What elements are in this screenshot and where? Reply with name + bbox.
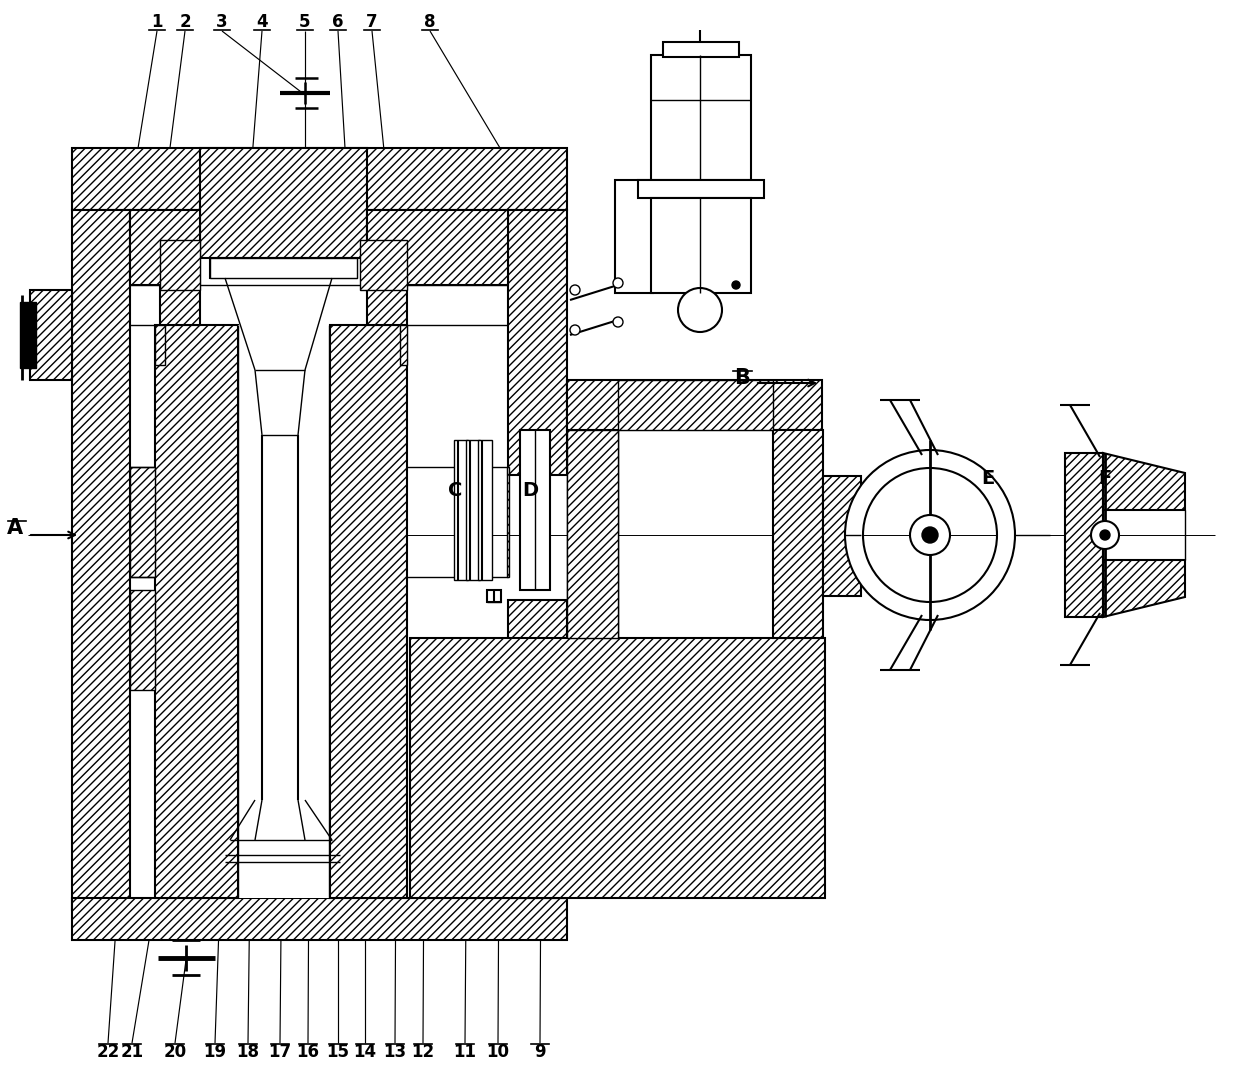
Text: 1: 1 (151, 13, 162, 31)
Polygon shape (130, 467, 155, 577)
Wedge shape (844, 450, 1016, 620)
Text: 3: 3 (216, 13, 228, 31)
Bar (615, 180, 653, 293)
Polygon shape (401, 325, 407, 366)
Polygon shape (210, 258, 357, 278)
Polygon shape (360, 240, 407, 290)
Bar (663, 42, 739, 57)
Polygon shape (773, 430, 823, 637)
Text: 2: 2 (180, 13, 191, 31)
Polygon shape (1104, 560, 1185, 617)
Polygon shape (200, 148, 367, 258)
Polygon shape (367, 210, 508, 325)
Polygon shape (72, 210, 130, 911)
Polygon shape (155, 325, 238, 898)
Bar (466, 440, 480, 580)
Bar (651, 55, 751, 180)
Bar (477, 440, 492, 580)
Text: 8: 8 (424, 13, 435, 31)
Text: 13: 13 (383, 1043, 407, 1061)
Text: 12: 12 (412, 1043, 434, 1061)
Circle shape (1091, 521, 1118, 549)
Polygon shape (160, 240, 200, 290)
Polygon shape (155, 325, 165, 366)
Text: 11: 11 (454, 1043, 476, 1061)
Polygon shape (72, 898, 567, 940)
Polygon shape (567, 430, 618, 637)
Polygon shape (508, 600, 567, 898)
Text: 5: 5 (299, 13, 311, 31)
Bar (20, 302, 36, 368)
Text: B: B (734, 368, 750, 388)
Text: D: D (522, 481, 538, 500)
Text: 15: 15 (326, 1043, 350, 1061)
Circle shape (570, 325, 580, 335)
Text: A: A (7, 518, 24, 538)
Polygon shape (410, 637, 825, 898)
Text: 21: 21 (120, 1043, 144, 1061)
Polygon shape (130, 590, 155, 690)
Text: 14: 14 (353, 1043, 377, 1061)
Text: 4: 4 (257, 13, 268, 31)
Text: 16: 16 (296, 1043, 320, 1061)
Polygon shape (1104, 453, 1185, 510)
Polygon shape (130, 210, 200, 325)
Polygon shape (1065, 453, 1104, 617)
Polygon shape (30, 290, 72, 379)
Text: 17: 17 (268, 1043, 291, 1061)
Text: 6: 6 (332, 13, 343, 31)
Text: 19: 19 (203, 1043, 227, 1061)
Bar (238, 325, 329, 898)
Bar (639, 180, 764, 198)
Circle shape (613, 317, 622, 327)
Polygon shape (72, 148, 567, 210)
Polygon shape (567, 379, 822, 430)
Circle shape (1100, 530, 1110, 540)
Polygon shape (330, 325, 407, 898)
Text: 20: 20 (164, 1043, 186, 1061)
Circle shape (910, 515, 950, 555)
Text: 22: 22 (97, 1043, 119, 1061)
Polygon shape (618, 379, 773, 430)
Circle shape (923, 527, 937, 543)
Polygon shape (507, 467, 508, 577)
Circle shape (732, 281, 740, 289)
Circle shape (678, 288, 722, 332)
Text: C: C (448, 481, 463, 500)
Circle shape (613, 278, 622, 288)
Text: 7: 7 (366, 13, 378, 31)
Circle shape (570, 285, 580, 295)
Bar (487, 590, 501, 602)
Text: F: F (1099, 469, 1111, 487)
Bar (520, 430, 551, 590)
Polygon shape (508, 210, 567, 475)
Text: 10: 10 (486, 1043, 510, 1061)
Polygon shape (823, 476, 861, 596)
Text: E: E (981, 469, 994, 487)
Bar (651, 198, 751, 293)
Bar (454, 440, 467, 580)
Bar (210, 258, 357, 278)
Text: 18: 18 (237, 1043, 259, 1061)
Text: 9: 9 (534, 1043, 546, 1061)
